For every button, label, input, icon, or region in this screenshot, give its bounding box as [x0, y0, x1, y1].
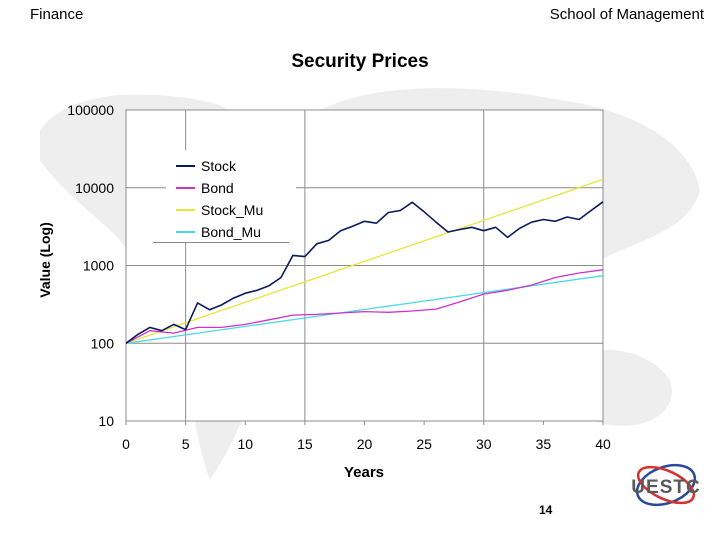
x-tick-label: 15 — [297, 436, 313, 452]
y-tick-label: 10000 — [75, 180, 114, 196]
series-line-bond — [125, 269, 604, 344]
x-tick-label: 20 — [357, 436, 373, 452]
y-tick-label: 100000 — [67, 102, 114, 118]
legend: Stock Bond Stock_Mu Bond_Mu — [166, 150, 296, 242]
x-tick-label: 35 — [536, 436, 552, 452]
legend-item-stock: Stock — [176, 156, 236, 176]
series-line-stock-mu — [125, 178, 604, 344]
legend-swatch-bond-mu — [176, 231, 195, 233]
legend-divider — [153, 242, 289, 243]
gridlines — [126, 110, 603, 421]
x-tick-label: 40 — [595, 436, 611, 452]
legend-item-bond: Bond — [176, 178, 234, 198]
legend-label-stock-mu: Stock_Mu — [201, 202, 264, 218]
series-line-stock — [125, 201, 604, 344]
y-tick-label: 1000 — [83, 258, 114, 274]
x-tick-label: 10 — [237, 436, 253, 452]
x-tick-label: 30 — [476, 436, 492, 452]
legend-swatch-stock — [176, 165, 195, 167]
y-tick-label: 100 — [91, 335, 115, 351]
legend-label-bond-mu: Bond_Mu — [201, 224, 261, 240]
logo-text: UESTC — [631, 477, 700, 498]
y-tick-label: 10 — [98, 413, 114, 429]
header-left-title: Finance — [30, 6, 84, 23]
uestc-logo: UESTC — [631, 463, 700, 507]
x-axis-label: Years — [344, 464, 384, 481]
legend-item-stock-mu: Stock_Mu — [176, 200, 263, 220]
y-axis-label: Value (Log) — [37, 222, 53, 297]
header-right-title: School of Management — [549, 6, 704, 23]
x-tick-label: 5 — [182, 436, 190, 452]
legend-label-stock: Stock — [201, 158, 237, 174]
legend-item-bond-mu: Bond_Mu — [176, 222, 261, 242]
x-tick-label: 25 — [416, 436, 432, 452]
page-number: 14 — [539, 503, 553, 517]
legend-label-bond: Bond — [201, 180, 234, 196]
legend-swatch-bond — [176, 187, 195, 189]
ticks-layer: 0 5 10 15 20 25 30 35 40 10 100 1000 10000 100000 — [67, 102, 611, 452]
chart-title: Security Prices — [291, 51, 429, 72]
logo-orbit-red — [636, 465, 696, 505]
series-layer — [125, 178, 604, 344]
x-tick-label: 0 — [122, 436, 130, 452]
legend-swatch-stock-mu — [176, 209, 195, 211]
